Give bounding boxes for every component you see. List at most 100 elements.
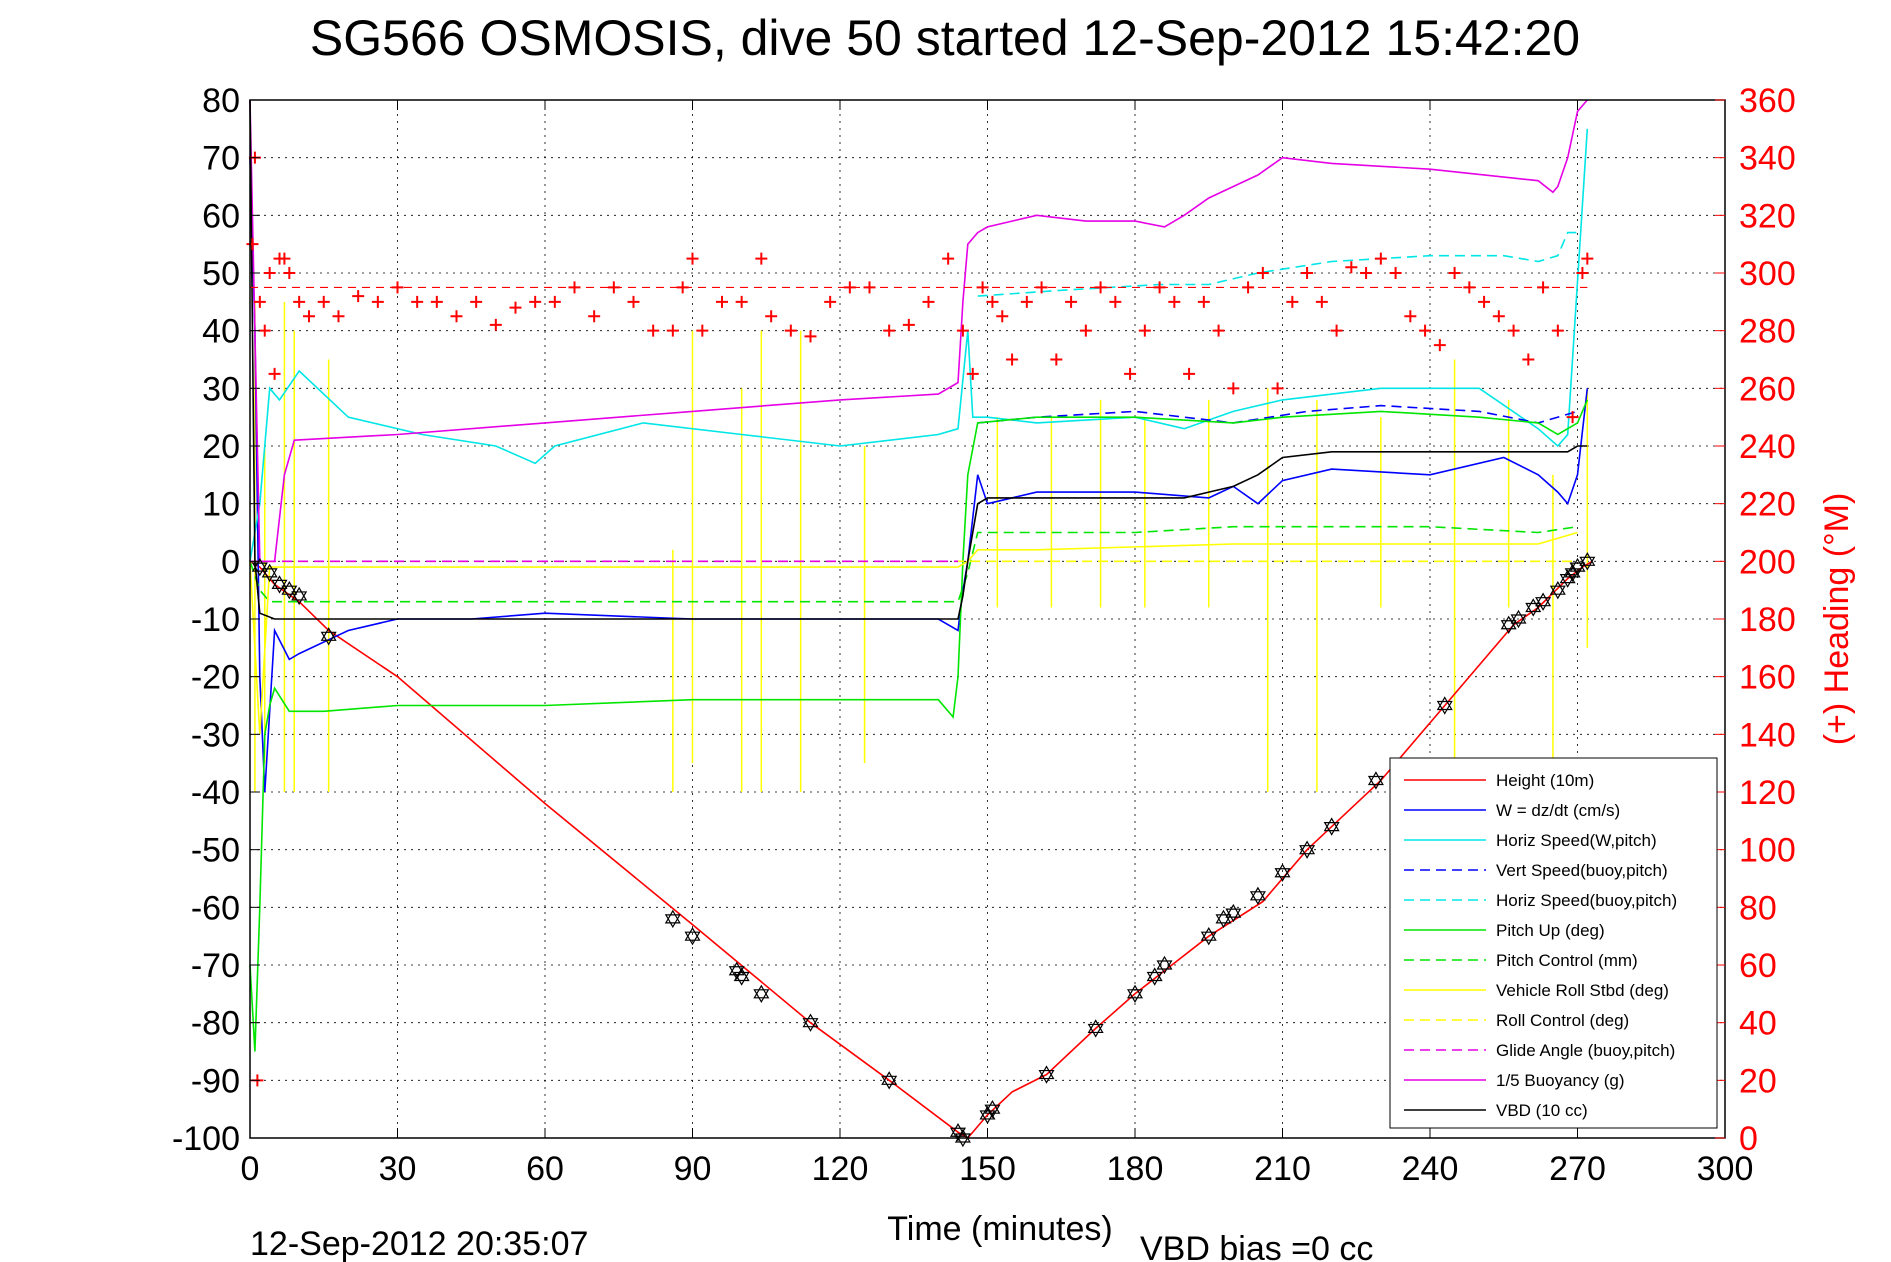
legend-label: Vehicle Roll Stbd (deg) — [1496, 981, 1669, 1000]
y2-tick-label: 260 — [1739, 370, 1796, 408]
glide-marker — [1249, 886, 1266, 905]
heading-marker — [1537, 281, 1550, 294]
heading-marker — [922, 295, 935, 308]
heading-marker — [686, 252, 699, 265]
legend: Height (10m) W = dz/dt (cm/s) Horiz Speed(… — [1389, 757, 1718, 1129]
heading-marker — [1109, 295, 1122, 308]
heading-marker — [956, 324, 969, 337]
heading-marker — [283, 267, 296, 279]
heading-marker — [1345, 261, 1358, 274]
heading-marker — [1374, 252, 1387, 265]
heading-marker — [1050, 353, 1063, 366]
y2-tick-label: 60 — [1739, 947, 1777, 985]
series-lines — [249, 99, 1593, 1140]
glide-marker — [291, 586, 308, 606]
heading-marker — [489, 318, 502, 331]
heading-marker — [268, 367, 281, 380]
heading-marker — [765, 310, 778, 323]
glide-marker — [881, 1071, 898, 1090]
heading-marker — [1404, 310, 1417, 323]
y2-tick-label: 0 — [1739, 1120, 1758, 1158]
series-line-4 — [977, 231, 1578, 297]
heading-marker — [293, 295, 306, 308]
heading-marker — [258, 324, 271, 337]
legend-label: Horiz Speed(buoy,pitch) — [1496, 891, 1677, 910]
heading-marker — [1463, 281, 1476, 294]
glide-marker — [1367, 771, 1384, 790]
heading-marker — [1138, 324, 1151, 337]
y-tick-label: -10 — [191, 601, 240, 639]
heading-marker — [371, 295, 384, 308]
glide-marker — [753, 984, 770, 1004]
heading-marker — [303, 310, 315, 323]
x-tick-label: 150 — [959, 1150, 1016, 1188]
heading-marker — [942, 252, 955, 265]
heading-marker — [1094, 281, 1107, 294]
x-tick-label: 30 — [379, 1150, 417, 1188]
series-line-7 — [249, 531, 1578, 735]
heading-marker — [509, 301, 522, 314]
heading-marker — [1271, 382, 1284, 395]
legend-label: Vert Speed(buoy,pitch) — [1496, 861, 1668, 880]
legend-label: Pitch Up (deg) — [1496, 921, 1605, 940]
heading-marker — [1419, 324, 1432, 337]
x-tick-label: 210 — [1254, 1150, 1311, 1188]
glide-marker — [1126, 984, 1144, 1004]
heading-marker — [1006, 353, 1019, 366]
heading-marker — [1301, 267, 1314, 279]
legend-label: Glide Angle (buoy,pitch) — [1496, 1041, 1675, 1060]
heading-marker — [1492, 310, 1505, 323]
heading-markers — [246, 151, 1594, 1087]
series-line-1 — [249, 157, 1589, 793]
heading-marker — [843, 281, 856, 294]
glide-marker — [1549, 580, 1566, 600]
glide-marker — [1146, 967, 1163, 986]
heading-marker — [1256, 267, 1269, 279]
y-tick-label: 50 — [202, 255, 240, 293]
heading-marker — [263, 267, 276, 279]
glide-marker — [802, 1013, 819, 1032]
y2-tick-label: 280 — [1739, 313, 1796, 351]
heading-marker — [470, 295, 483, 308]
heading-marker — [1389, 267, 1402, 279]
y-tick-label: -60 — [191, 889, 240, 927]
y2-tick-label: 360 — [1739, 82, 1796, 120]
heading-marker — [1448, 267, 1461, 279]
y-tick-label: 40 — [202, 313, 240, 351]
heading-marker — [588, 310, 601, 323]
legend-label: W = dz/dt (cm/s) — [1496, 801, 1620, 820]
heading-marker — [529, 295, 542, 308]
heading-marker — [1065, 295, 1078, 308]
y-tick-label: -30 — [191, 716, 240, 754]
heading-marker — [430, 295, 443, 308]
heading-marker — [568, 281, 581, 294]
x-tick-label: 180 — [1107, 1150, 1164, 1188]
y-tick-label: 60 — [202, 197, 240, 235]
y2-tick-label: 80 — [1739, 889, 1777, 927]
x-tick-label: 90 — [674, 1150, 712, 1188]
y2-tick-label: 120 — [1739, 774, 1796, 812]
heading-marker — [1315, 295, 1328, 308]
legend-label: Horiz Speed(W,pitch) — [1496, 831, 1657, 850]
glide-marker — [1200, 926, 1217, 946]
glide-marker — [1274, 863, 1291, 882]
glide-marker — [1535, 592, 1552, 611]
glide-marker — [1579, 552, 1596, 571]
y2-tick-label: 220 — [1739, 486, 1796, 524]
yellow-spikes — [254, 301, 1589, 792]
glide-marker — [1087, 1019, 1104, 1038]
y-tick-label: -80 — [191, 1005, 240, 1043]
glide-marker — [984, 1099, 1001, 1119]
heading-marker — [1507, 324, 1520, 337]
y2-tick-label: 140 — [1739, 716, 1796, 754]
legend-label: Roll Control (deg) — [1496, 1011, 1629, 1030]
y-tick-label: -50 — [191, 832, 240, 870]
heading-marker — [548, 295, 561, 308]
y2-axis-label: (+) Heading (°M) — [1818, 493, 1856, 746]
glide-marker — [684, 926, 701, 946]
y2-tick-label: 320 — [1739, 197, 1796, 235]
y-tick-label: 80 — [202, 82, 240, 120]
glide-marker — [954, 1128, 971, 1148]
heading-marker — [1020, 295, 1033, 308]
